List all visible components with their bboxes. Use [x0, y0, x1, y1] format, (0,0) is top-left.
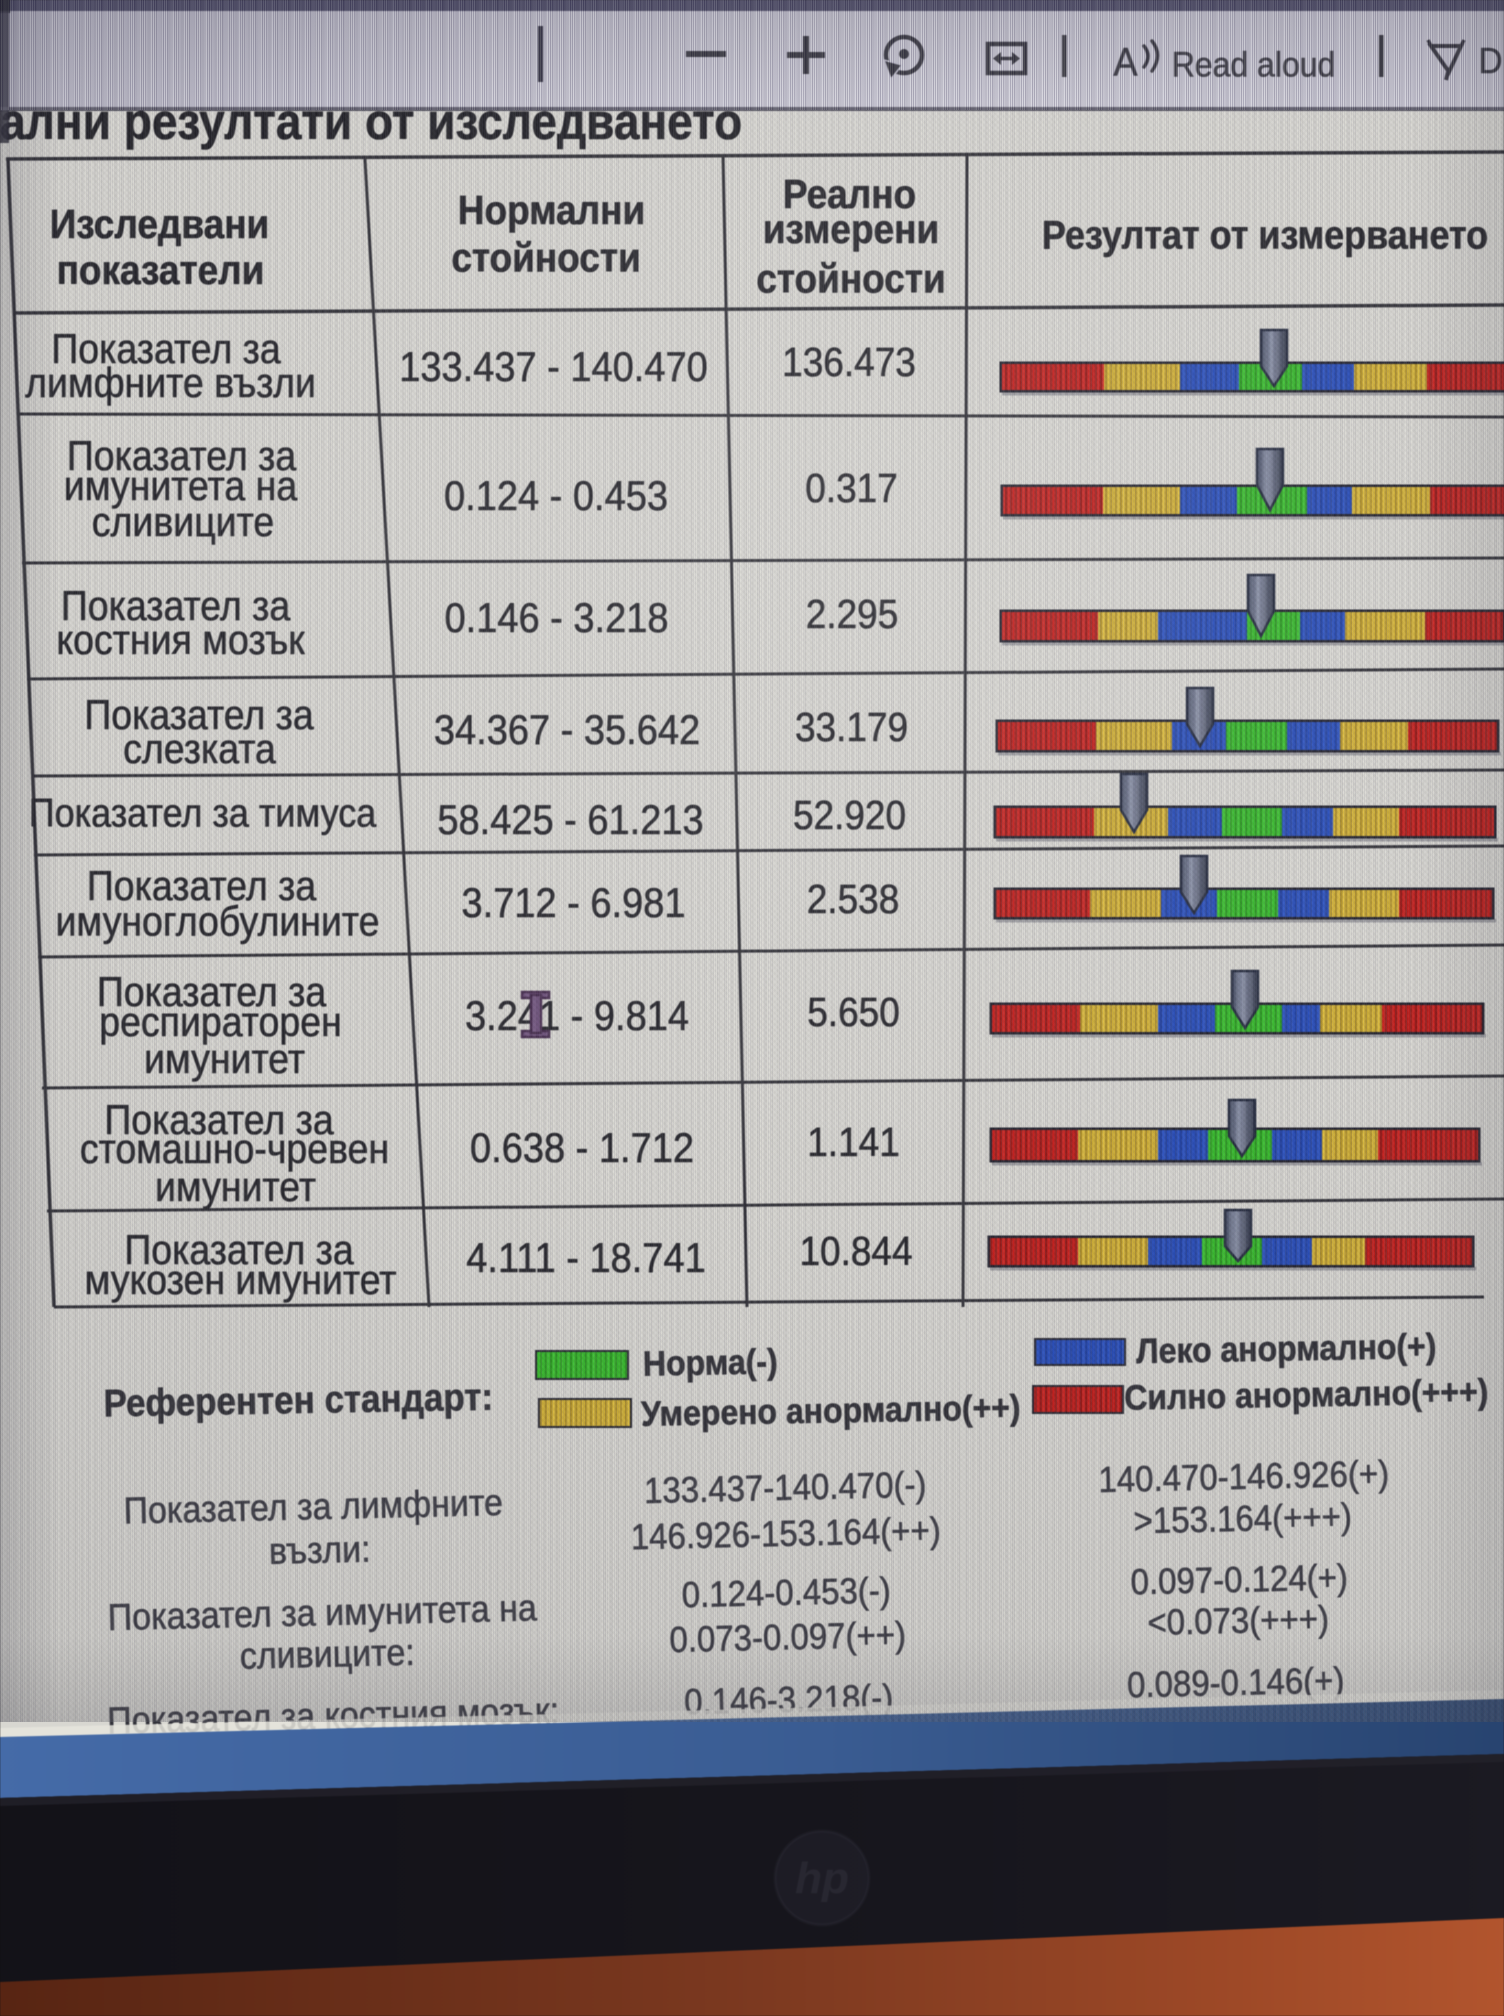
- svg-text:1.141: 1.141: [807, 1120, 900, 1165]
- svg-text:0.638 - 1.712: 0.638 - 1.712: [470, 1126, 694, 1172]
- svg-text:сливиците:: сливиците:: [239, 1631, 415, 1677]
- svg-text:Реално: Реално: [783, 172, 916, 217]
- svg-text:0.124-0.453(-): 0.124-0.453(-): [681, 1571, 891, 1615]
- svg-text:133.437-140.470(-): 133.437-140.470(-): [644, 1465, 927, 1511]
- svg-text:hp: hp: [795, 1854, 849, 1903]
- svg-text:имуноглобулините: имуноглобулините: [55, 899, 379, 945]
- svg-text:възли:: възли:: [268, 1528, 371, 1572]
- svg-text:стойности: стойности: [451, 236, 640, 281]
- svg-text:Норма(-): Норма(-): [643, 1343, 778, 1384]
- svg-text:34.367 - 35.642: 34.367 - 35.642: [434, 708, 700, 754]
- svg-text:Dr: Dr: [1479, 41, 1504, 81]
- svg-text:146.926-153.164(++): 146.926-153.164(++): [630, 1511, 941, 1558]
- svg-text:Показател за: Показател за: [124, 1227, 353, 1273]
- svg-text:5.650: 5.650: [807, 990, 900, 1035]
- svg-text:Показател за: Показател за: [97, 969, 326, 1015]
- svg-text:Леко анормално(+): Леко анормално(+): [1136, 1328, 1437, 1372]
- svg-text:лимфните възли: лимфните възли: [25, 360, 316, 406]
- svg-text:133.437 - 140.470: 133.437 - 140.470: [399, 345, 707, 391]
- svg-text:показатели: показатели: [57, 248, 265, 293]
- svg-text:>153.164(+++): >153.164(+++): [1133, 1497, 1352, 1542]
- svg-text:слезката: слезката: [123, 726, 276, 772]
- svg-text:стомашно-чревен: стомашно-чревен: [80, 1126, 389, 1172]
- svg-text:136.473: 136.473: [782, 340, 916, 385]
- svg-text:Read aloud: Read aloud: [1172, 46, 1336, 85]
- svg-text:стойности: стойности: [756, 257, 945, 302]
- svg-text:52.920: 52.920: [793, 793, 906, 838]
- svg-text:3.712 - 6.981: 3.712 - 6.981: [462, 881, 686, 927]
- svg-text:Показател за: Показател за: [51, 326, 280, 372]
- svg-text:0.073-0.097(++): 0.073-0.097(++): [669, 1615, 906, 1660]
- svg-text:респираторен: респираторен: [99, 999, 342, 1045]
- svg-text:0.124 - 0.453: 0.124 - 0.453: [444, 474, 668, 520]
- svg-text:<0.073(+++): <0.073(+++): [1147, 1599, 1329, 1643]
- svg-text:сливиците: сливиците: [92, 499, 274, 545]
- svg-text:0.097-0.124(+): 0.097-0.124(+): [1130, 1558, 1348, 1603]
- svg-text:3.241 - 9.814: 3.241 - 9.814: [465, 994, 689, 1040]
- svg-text:Силно анормално(+++): Силно анормално(+++): [1124, 1373, 1489, 1418]
- svg-text:2.538: 2.538: [807, 877, 900, 922]
- svg-text:58.425 - 61.213: 58.425 - 61.213: [437, 798, 703, 844]
- svg-text:имунитет: имунитет: [155, 1164, 316, 1210]
- svg-text:Показател за: Показател за: [104, 1097, 333, 1143]
- svg-text:2.295: 2.295: [806, 592, 899, 637]
- svg-text:Референтен стандарт:: Референтен стандарт:: [103, 1375, 493, 1425]
- svg-text:10.844: 10.844: [799, 1229, 912, 1274]
- svg-text:Изследвани: Изследвани: [50, 202, 270, 247]
- svg-text:A: A: [1113, 41, 1138, 85]
- svg-text:Показател за тимуса: Показател за тимуса: [29, 792, 377, 836]
- svg-text:Показател за: Показател за: [87, 863, 316, 909]
- svg-text:Нормални: Нормални: [458, 188, 645, 233]
- svg-text:Показател за: Показател за: [61, 583, 290, 629]
- svg-text:Резултат от измерването: Резултат от измерването: [1042, 214, 1488, 258]
- svg-text:Умерено анормално(++): Умерено анормално(++): [641, 1389, 1021, 1434]
- svg-text:Показател за имунитета на: Показател за имунитета на: [107, 1587, 537, 1639]
- svg-text:Показател за лимфните: Показател за лимфните: [123, 1481, 503, 1531]
- svg-text:костния мозък: костния мозък: [56, 617, 305, 663]
- svg-text:Показател за: Показател за: [67, 433, 296, 479]
- svg-text:мукозен имунитет: мукозен имунитет: [85, 1257, 397, 1303]
- svg-text:33.179: 33.179: [795, 705, 908, 750]
- svg-text:0.317: 0.317: [805, 466, 898, 511]
- svg-text:4.111 - 18.741: 4.111 - 18.741: [466, 1236, 705, 1282]
- svg-text:140.470-146.926(+): 140.470-146.926(+): [1098, 1454, 1389, 1500]
- svg-text:Показател за: Показател за: [84, 692, 313, 738]
- svg-text:имунитет: имунитет: [144, 1036, 305, 1082]
- svg-text:измерени: измерени: [763, 207, 939, 252]
- svg-text:0.146 - 3.218: 0.146 - 3.218: [445, 596, 669, 642]
- svg-text:имунитета на: имунитета на: [64, 463, 298, 509]
